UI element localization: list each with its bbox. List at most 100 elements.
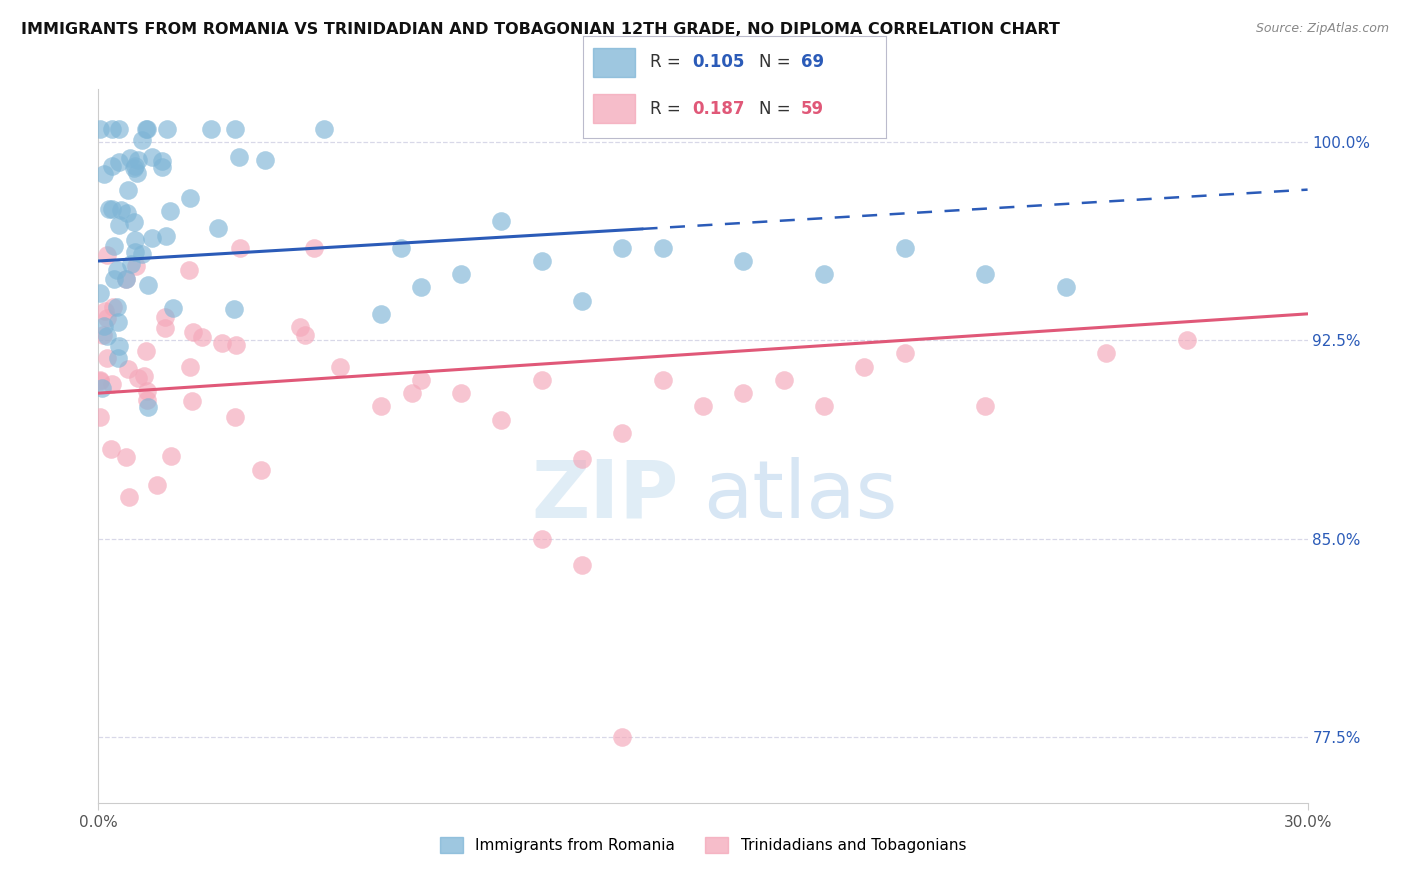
Point <box>107 339 129 353</box>
Point <box>135 344 157 359</box>
Point <box>571 293 593 308</box>
Point <box>179 360 201 375</box>
Point <box>155 321 177 335</box>
Point <box>177 262 200 277</box>
Text: R =: R = <box>650 54 681 71</box>
Point <box>103 239 125 253</box>
Point <box>253 153 276 167</box>
Point <box>1095 346 1118 360</box>
Point <box>370 307 392 321</box>
Point <box>155 121 177 136</box>
Point <box>125 166 148 180</box>
Point <box>612 241 634 255</box>
Point <box>97 202 120 216</box>
Point <box>114 271 136 285</box>
Point <box>124 233 146 247</box>
Point <box>530 373 553 387</box>
Point <box>89 374 111 388</box>
Point <box>120 257 142 271</box>
Point <box>304 241 326 255</box>
Point <box>105 263 128 277</box>
Point <box>107 315 129 329</box>
Point <box>329 359 352 374</box>
Point <box>692 400 714 414</box>
Point <box>115 206 138 220</box>
Point <box>155 229 177 244</box>
Point <box>228 151 250 165</box>
Point <box>89 410 111 425</box>
Point <box>409 280 432 294</box>
Point <box>108 219 131 233</box>
Point <box>733 386 755 401</box>
Point <box>401 385 423 400</box>
Point <box>96 329 118 343</box>
Point <box>135 121 157 136</box>
Point <box>211 335 233 350</box>
Point <box>122 161 145 175</box>
Point <box>131 246 153 260</box>
Point <box>530 254 553 268</box>
Point <box>100 442 122 457</box>
Point <box>450 386 472 401</box>
Point <box>94 303 117 318</box>
Point <box>117 362 139 376</box>
Point <box>89 286 111 301</box>
Text: N =: N = <box>759 100 790 118</box>
Point <box>125 260 148 274</box>
Point <box>91 327 114 342</box>
Point <box>224 121 246 136</box>
Text: IMMIGRANTS FROM ROMANIA VS TRINIDADIAN AND TOBAGONIAN 12TH GRADE, NO DIPLOMA COR: IMMIGRANTS FROM ROMANIA VS TRINIDADIAN A… <box>21 22 1060 37</box>
Point <box>101 300 124 314</box>
Point <box>131 133 153 147</box>
Point <box>110 202 132 217</box>
Point <box>389 241 412 255</box>
Point <box>107 351 129 366</box>
Text: 0.105: 0.105 <box>692 54 745 71</box>
Point <box>108 155 131 169</box>
Point <box>101 121 124 136</box>
Text: R =: R = <box>650 100 681 118</box>
Point <box>1054 280 1077 294</box>
Point <box>893 346 915 360</box>
Text: Source: ZipAtlas.com: Source: ZipAtlas.com <box>1256 22 1389 36</box>
Point <box>225 338 247 352</box>
Point <box>228 241 250 255</box>
Point <box>136 400 159 414</box>
Point <box>107 121 129 136</box>
Point <box>530 532 553 546</box>
Point <box>160 449 183 463</box>
Point <box>145 478 167 492</box>
Point <box>135 384 157 399</box>
Legend: Immigrants from Romania, Trinidadians and Tobagonians: Immigrants from Romania, Trinidadians an… <box>434 831 972 859</box>
Point <box>288 320 311 334</box>
Point <box>152 154 174 169</box>
Point <box>813 267 835 281</box>
Point <box>612 425 634 440</box>
Bar <box>592 48 636 77</box>
Point <box>772 373 794 387</box>
Point <box>370 400 392 414</box>
Point <box>1175 333 1198 347</box>
Point <box>118 151 141 165</box>
Point <box>115 272 138 286</box>
Point <box>135 121 157 136</box>
Point <box>224 410 246 425</box>
Point <box>117 183 139 197</box>
Point <box>571 558 593 572</box>
Bar <box>592 95 636 123</box>
Point <box>159 203 181 218</box>
Point <box>100 376 122 391</box>
Point <box>183 325 205 339</box>
Point <box>651 241 673 255</box>
Point <box>132 368 155 383</box>
Point <box>150 161 173 175</box>
Point <box>136 277 159 292</box>
Point <box>571 452 593 467</box>
Text: ZIP: ZIP <box>531 457 679 535</box>
Point <box>96 311 118 326</box>
Point <box>93 318 115 333</box>
Point <box>450 267 472 281</box>
Point <box>250 463 273 477</box>
Point <box>974 267 997 281</box>
Point <box>89 373 111 387</box>
